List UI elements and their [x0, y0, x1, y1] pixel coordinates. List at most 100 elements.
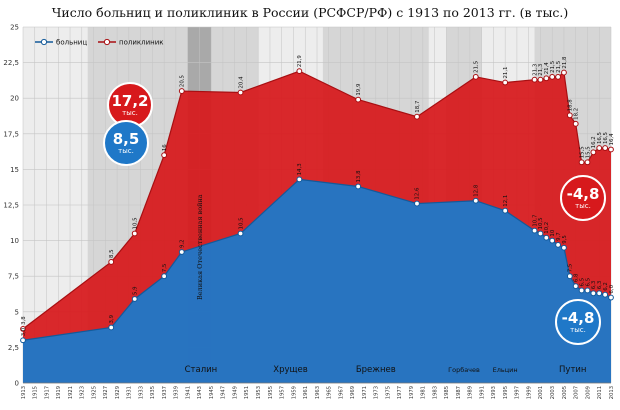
data-label-polyclinics: 16,5	[597, 132, 603, 144]
data-label-polyclinics: 16	[162, 144, 168, 151]
point-polyclinics	[549, 73, 556, 80]
data-label-polyclinics: 19,9	[356, 83, 362, 96]
y-tick-label: 0	[15, 380, 19, 388]
x-tick-label: 1993	[491, 386, 497, 399]
era-label: Брежнев	[356, 365, 396, 375]
data-label-hospitals: 9,2	[180, 239, 186, 248]
point-hospitals	[537, 230, 544, 237]
annotation-value: -4,8	[567, 185, 600, 203]
data-label-hospitals: 6,0	[609, 284, 615, 293]
point-polyclinics	[161, 152, 168, 159]
annotation-value: 8,5	[113, 130, 140, 148]
point-polyclinics	[355, 96, 362, 103]
point-polyclinics	[502, 79, 509, 86]
point-hospitals	[237, 230, 244, 237]
x-tick-label: 1935	[150, 386, 156, 399]
point-polyclinics	[555, 73, 561, 80]
data-label-polyclinics: 21,5	[550, 61, 556, 73]
data-label-polyclinics: 21,4	[544, 62, 550, 75]
y-tick-label: 20	[10, 95, 19, 103]
point-polyclinics	[602, 145, 609, 151]
data-label-hospitals: 6,3	[597, 281, 603, 290]
point-polyclinics	[237, 89, 244, 96]
x-tick-label: 1939	[174, 386, 180, 399]
legend-entry: больниц	[56, 39, 87, 47]
point-polyclinics	[596, 145, 603, 151]
x-tick-label: 2001	[538, 386, 544, 399]
data-label-polyclinics: 18,7	[415, 101, 421, 113]
data-label-polyclinics: 3,8	[21, 316, 27, 325]
x-tick-label: 1957	[280, 386, 286, 399]
point-hospitals	[161, 273, 168, 280]
legend-swatch-marker	[40, 38, 48, 46]
x-tick-label: 1987	[456, 386, 462, 399]
data-labels: 3,0 3,9 5,9 7,5 9,2 10,5 14,3 13,8 12,6 12,8 12,1 1…	[21, 55, 615, 337]
point-hospitals	[566, 273, 573, 280]
data-label-polyclinics: 8,5	[109, 249, 115, 258]
point-hospitals	[572, 283, 579, 290]
annotation-unit: тыс.	[570, 326, 586, 334]
point-hospitals	[472, 197, 479, 204]
y-tick-label: 10	[10, 237, 19, 245]
x-tick-label: 1949	[232, 386, 238, 399]
data-label-hospitals: 10	[550, 229, 556, 236]
era-label: Сталин	[185, 365, 218, 375]
era-label: Ельцин	[493, 366, 518, 374]
data-label-hospitals: 10,5	[238, 217, 244, 229]
x-tick-label: 1971	[362, 386, 368, 399]
data-label-hospitals: 12,1	[503, 195, 509, 207]
data-label-hospitals: 9,7	[556, 232, 562, 241]
x-axis: 1913 1915 1917 1919 1921 1923 1925 1927 1929 1931…	[21, 382, 615, 399]
x-tick-label: 1999	[526, 386, 532, 399]
data-label-hospitals: 14,3	[297, 163, 303, 175]
x-tick-label: 1955	[268, 386, 274, 399]
point-polyclinics	[20, 325, 26, 332]
data-label-hospitals: 5,9	[133, 286, 139, 295]
data-label-polyclinics: 21,5	[556, 61, 562, 73]
annotation-unit: тыс.	[122, 109, 138, 117]
data-label-polyclinics: 10,5	[133, 217, 139, 229]
point-hospitals	[584, 287, 591, 294]
x-tick-label: 1979	[409, 386, 415, 399]
x-tick-label: 1959	[291, 386, 297, 399]
area-series	[22, 70, 612, 383]
point-hospitals	[602, 291, 609, 298]
data-label-polyclinics: 15,5	[585, 146, 591, 158]
data-label-polyclinics: 16,5	[603, 132, 609, 144]
y-tick-label: 25	[10, 24, 19, 32]
point-hospitals	[578, 287, 585, 294]
x-tick-label: 1989	[468, 386, 474, 399]
x-tick-label: 1951	[244, 386, 250, 399]
x-tick-label: 1921	[68, 386, 74, 399]
x-tick-label: 1969	[350, 386, 356, 399]
x-tick-label: 1985	[444, 386, 450, 399]
x-tick-label: 1947	[221, 386, 227, 399]
point-polyclinics	[537, 76, 544, 83]
y-tick-label: 22,5	[3, 59, 19, 67]
era-label: Хрущев	[273, 365, 308, 375]
data-label-polyclinics: 21,9	[297, 55, 303, 68]
x-tick-label: 1941	[185, 386, 191, 399]
x-tick-label: 1981	[421, 386, 427, 399]
x-tick-label: 1927	[103, 386, 109, 399]
data-label-hospitals: 6,5	[579, 278, 585, 287]
point-polyclinics	[590, 149, 597, 156]
data-label-polyclinics: 16,2	[591, 136, 597, 148]
x-tick-label: 1915	[33, 386, 39, 399]
data-label-polyclinics: 21,1	[503, 67, 509, 79]
point-polyclinics	[531, 76, 538, 83]
point-polyclinics	[584, 159, 591, 166]
x-tick-label: 1973	[374, 386, 380, 399]
y-tick-label: 5	[15, 308, 19, 316]
data-label-polyclinics: 15,5	[579, 146, 585, 158]
point-hospitals	[178, 249, 185, 255]
x-tick-label: 1963	[315, 386, 321, 399]
x-tick-label: 2011	[597, 386, 603, 399]
point-hospitals	[590, 290, 597, 297]
point-polyclinics	[131, 230, 138, 237]
annotation-value: 17,2	[111, 92, 148, 110]
data-label-hospitals: 10,2	[544, 222, 550, 234]
y-tick-label: 17,5	[3, 130, 19, 138]
x-tick-label: 1919	[56, 386, 62, 399]
